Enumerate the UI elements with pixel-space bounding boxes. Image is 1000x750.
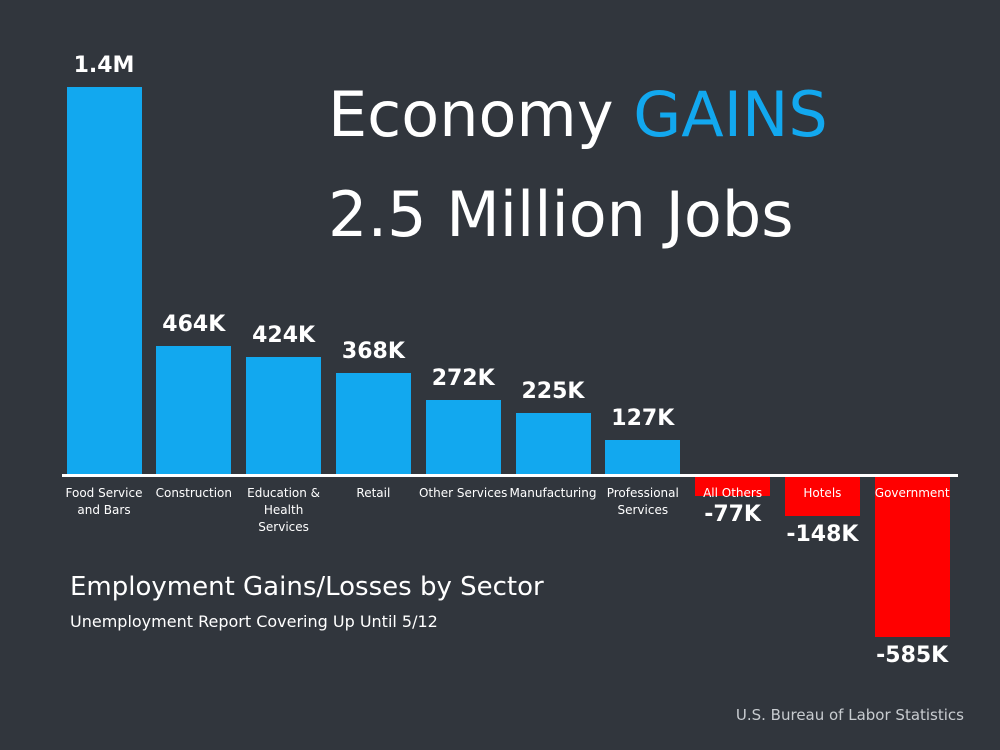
subtitle: Employment Gains/Losses by Sector — [70, 572, 544, 602]
x-tick-label: Government — [874, 485, 950, 500]
note: Unemployment Report Covering Up Until 5/… — [70, 612, 438, 631]
value-label: -585K — [876, 643, 949, 668]
x-tick-label: Manufacturing — [509, 485, 597, 500]
title: Economy — [328, 78, 614, 151]
bar — [515, 412, 591, 475]
title-line-1: Economy GAINS — [328, 80, 828, 150]
x-tick-label: Professional Services — [606, 485, 679, 517]
value-label: 272K — [431, 365, 495, 391]
value-label: 1.4M — [73, 53, 135, 78]
bar — [784, 474, 860, 516]
x-tick-label: Food Service and Bars — [65, 485, 143, 517]
value-label: 127K — [611, 405, 675, 431]
baseline — [62, 473, 958, 477]
bar — [246, 357, 322, 475]
title-line-2: 2.5 Million Jobs — [328, 178, 794, 251]
value-label: -148K — [786, 521, 859, 547]
bar — [874, 474, 950, 637]
x-tick-label: Construction — [155, 485, 232, 500]
bar — [66, 87, 142, 475]
value-label: -77K — [704, 502, 761, 528]
bar — [335, 372, 411, 475]
title-highlight: GAINS — [633, 78, 828, 151]
bar — [695, 474, 771, 497]
bar — [425, 399, 501, 475]
x-tick-label: Hotels — [803, 485, 842, 500]
x-tick-label: Retail — [356, 485, 391, 500]
bar — [156, 346, 232, 475]
value-label: 225K — [521, 378, 585, 404]
x-tick-label: Education & Health Services — [247, 485, 321, 534]
bar — [605, 439, 681, 475]
value-label: 424K — [252, 323, 316, 349]
value-label: 368K — [341, 338, 405, 364]
x-tick-label: Other Services — [418, 485, 508, 500]
x-tick-label: All Others — [703, 485, 763, 500]
source: U.S. Bureau of Labor Statistics — [735, 706, 964, 724]
value-label: 464K — [162, 312, 226, 338]
